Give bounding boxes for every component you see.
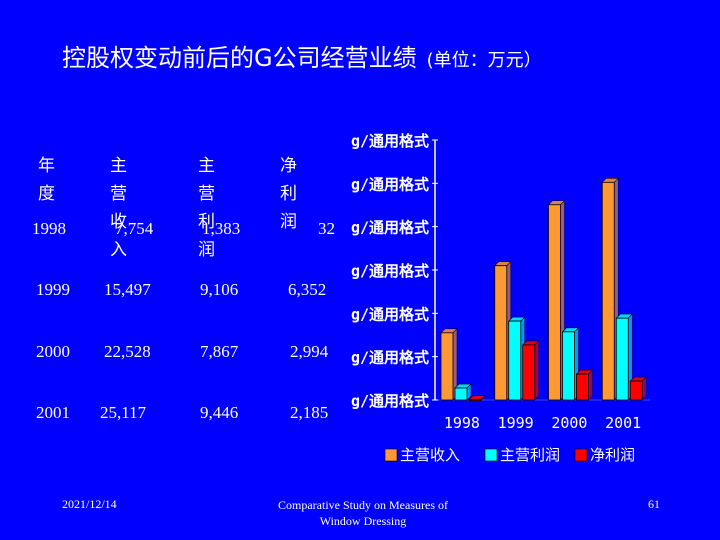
bar-2001-0 bbox=[601, 181, 615, 401]
bar-2000-2 bbox=[576, 373, 589, 401]
row-2001-net: 2,185 bbox=[290, 403, 329, 422]
footer-source-line2: Window Dressing bbox=[319, 514, 407, 528]
bar-1998-0 bbox=[440, 332, 454, 401]
header-revenue: 主 营 收 入 bbox=[110, 152, 127, 264]
row-1998-revenue: 7,754 bbox=[115, 219, 154, 238]
row-2000-profit: 7,867 bbox=[200, 342, 239, 361]
row-1998-profit: 1,383 bbox=[202, 219, 241, 238]
x-tick-label: 1999 bbox=[498, 414, 534, 432]
row-2001-profit: 9,446 bbox=[200, 403, 239, 422]
slide-title: 控股权变动前后的G公司经营业绩 (单位：万元） bbox=[62, 38, 542, 73]
header-net: 净利润 bbox=[280, 156, 297, 232]
page-number: 61 bbox=[648, 497, 660, 511]
footer-date: 2021/12/14 bbox=[62, 497, 117, 511]
header-profit-line1: 主 营 bbox=[198, 156, 215, 204]
bar-side bbox=[641, 376, 647, 401]
bar-1998-1 bbox=[454, 387, 468, 401]
row-2000-revenue: 22,528 bbox=[104, 342, 151, 361]
header-profit-line2: 利 润 bbox=[198, 212, 215, 260]
title-unit: (单位：万元） bbox=[426, 50, 542, 71]
row-1999-net: 6,352 bbox=[288, 280, 327, 299]
bar-side bbox=[588, 369, 593, 401]
header-revenue-line1: 主 营 bbox=[110, 156, 127, 204]
row-2001-revenue: 25,117 bbox=[100, 403, 147, 422]
x-tick-label: 2000 bbox=[551, 414, 587, 432]
bar-side bbox=[534, 340, 540, 401]
y-tick-label: g/通用格式 bbox=[351, 305, 429, 323]
y-tick-label: g/通用格式 bbox=[351, 219, 429, 237]
row-1998-year: 1998 bbox=[32, 219, 66, 238]
bar-chart: g/通用格式 g/通用格式 g/通用格式 g/通用格式 g/通用格式 g/通用格式 g/通用… bbox=[351, 132, 650, 464]
legend-label-1: 主营利润 bbox=[500, 446, 560, 464]
footer-source-line1: Comparative Study on Measures of bbox=[278, 498, 448, 512]
y-tick-label: g/通用格式 bbox=[351, 349, 429, 367]
bar-2001-1 bbox=[615, 317, 629, 401]
row-2000-net: 2,994 bbox=[290, 342, 329, 361]
bar-2001-2 bbox=[629, 380, 643, 401]
header-revenue-line2: 收 入 bbox=[110, 212, 127, 260]
row-2000-year: 2000 bbox=[36, 342, 70, 361]
footer-source: Comparative Study on Measures of Window … bbox=[258, 497, 468, 529]
legend-label-0: 主营收入 bbox=[400, 446, 460, 464]
x-tick-label: 2001 bbox=[605, 414, 641, 432]
bar-1999-0 bbox=[494, 265, 508, 401]
row-1998-net: 32 bbox=[318, 219, 335, 238]
legend-swatch-0 bbox=[384, 448, 398, 462]
y-tick-label: g/通用格式 bbox=[351, 175, 429, 193]
row-2001-year: 2001 bbox=[36, 403, 70, 422]
y-tick-label: g/通用格式 bbox=[351, 262, 429, 280]
row-1999-profit: 9,106 bbox=[200, 280, 239, 299]
bar-2000-1 bbox=[562, 331, 575, 401]
legend-label-2: 净利润 bbox=[590, 446, 635, 464]
x-tick-label: 1998 bbox=[444, 414, 480, 432]
legend-swatch-1 bbox=[484, 448, 498, 462]
bar-1999-1 bbox=[508, 320, 522, 401]
bar-1998-2 bbox=[468, 399, 482, 402]
title-text: 控股权变动前后的G公司经营业绩 bbox=[62, 44, 417, 72]
legend-swatch-2 bbox=[574, 448, 588, 462]
y-tick-label: g/通用格式 bbox=[351, 392, 429, 410]
header-profit: 主 营 利 润 bbox=[198, 152, 215, 264]
row-1999-revenue: 15,497 bbox=[104, 280, 151, 299]
bar-2000-0 bbox=[548, 204, 561, 401]
bar-1999-2 bbox=[522, 344, 536, 401]
header-year: 年度 bbox=[38, 156, 55, 204]
row-1999-year: 1999 bbox=[36, 280, 70, 299]
y-tick-label: g/通用格式 bbox=[351, 132, 429, 150]
